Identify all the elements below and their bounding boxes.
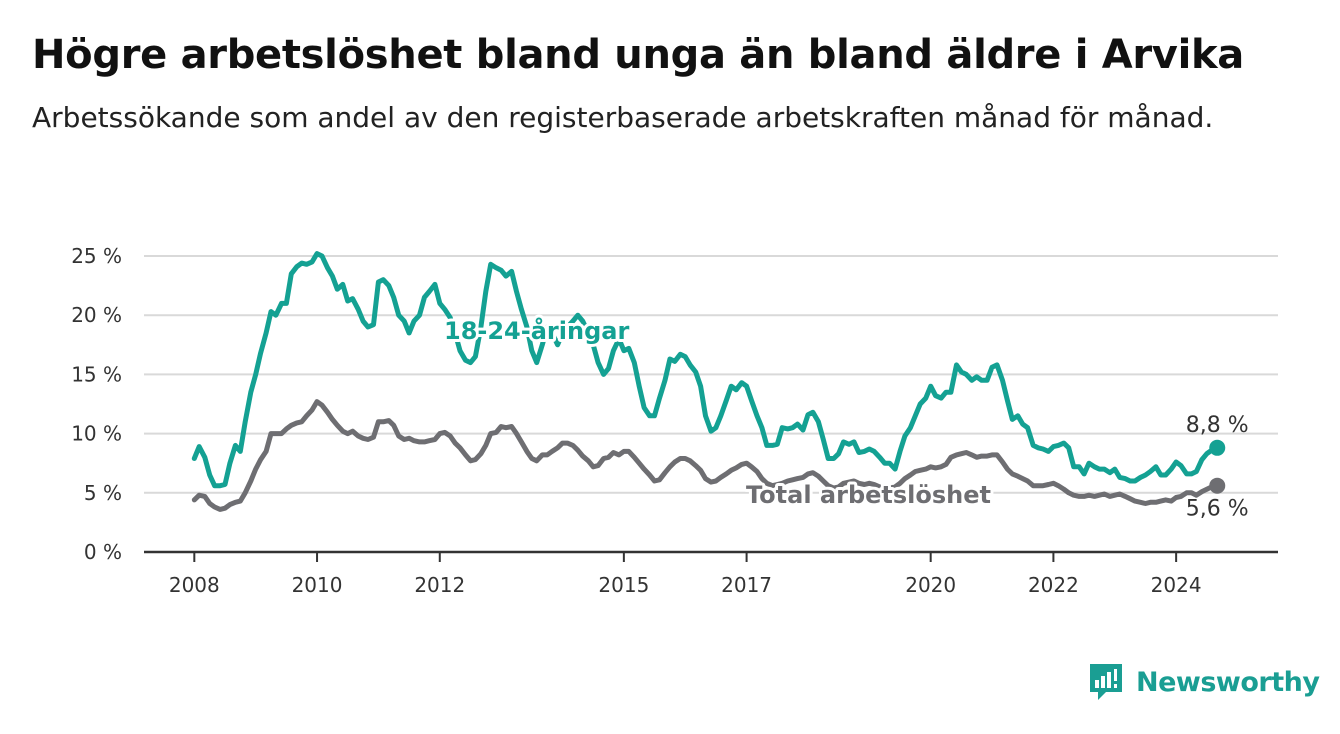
end-value-youth: 8,8 % (1186, 413, 1249, 438)
x-tick-label: 2017 (721, 573, 772, 597)
x-tick-label: 2022 (1028, 573, 1079, 597)
x-axis: 2008 2010 2012 2015 2017 2020 2022 2024 (144, 550, 1278, 597)
y-tick-label: 15 % (71, 362, 122, 386)
brand-logo: Newsworthy (1088, 660, 1320, 704)
grid-lines (144, 255, 1278, 494)
chart-title: Högre arbetslöshet bland unga än bland ä… (32, 32, 1244, 78)
series-line-youth (191, 251, 1220, 489)
end-dot-total (1209, 477, 1226, 494)
bar-chart-exclamation-logo-icon (1090, 664, 1122, 700)
x-tick-label: 2024 (1151, 573, 1202, 597)
brand-name: Newsworthy (1136, 666, 1320, 698)
y-tick-label: 10 % (71, 422, 122, 446)
series-line-total (191, 399, 1220, 512)
series-label-total: Total arbetslöshet (746, 481, 991, 509)
series-label-youth: 18-24-åringar (444, 316, 629, 345)
x-tick-label: 2015 (598, 573, 649, 597)
x-tick-label: 2012 (414, 573, 465, 597)
chart-subtitle: Arbetssökande som andel av den registerb… (32, 101, 1214, 134)
plot-area (191, 251, 1220, 512)
x-tick-label: 2010 (292, 573, 343, 597)
y-tick-label: 25 % (71, 244, 122, 268)
end-dot-youth (1209, 439, 1226, 456)
line-chart: 0 %5 %10 %15 %20 %25 % 2008 2010 2012 2015 2… (71, 244, 1278, 597)
y-tick-label: 0 % (84, 540, 122, 564)
x-tick-label: 2008 (169, 573, 220, 597)
y-axis: 0 % 5 % 10 % 15 % 20 % 25 % (71, 244, 122, 564)
y-tick-label: 5 % (84, 481, 122, 505)
x-tick-label: 2020 (905, 573, 956, 597)
end-value-total: 5,6 % (1186, 497, 1249, 522)
series-labels: 18-24-åringar Total arbetslöshet 8,8 % 5,6 … (441, 313, 1249, 522)
y-tick-label: 20 % (71, 303, 122, 327)
